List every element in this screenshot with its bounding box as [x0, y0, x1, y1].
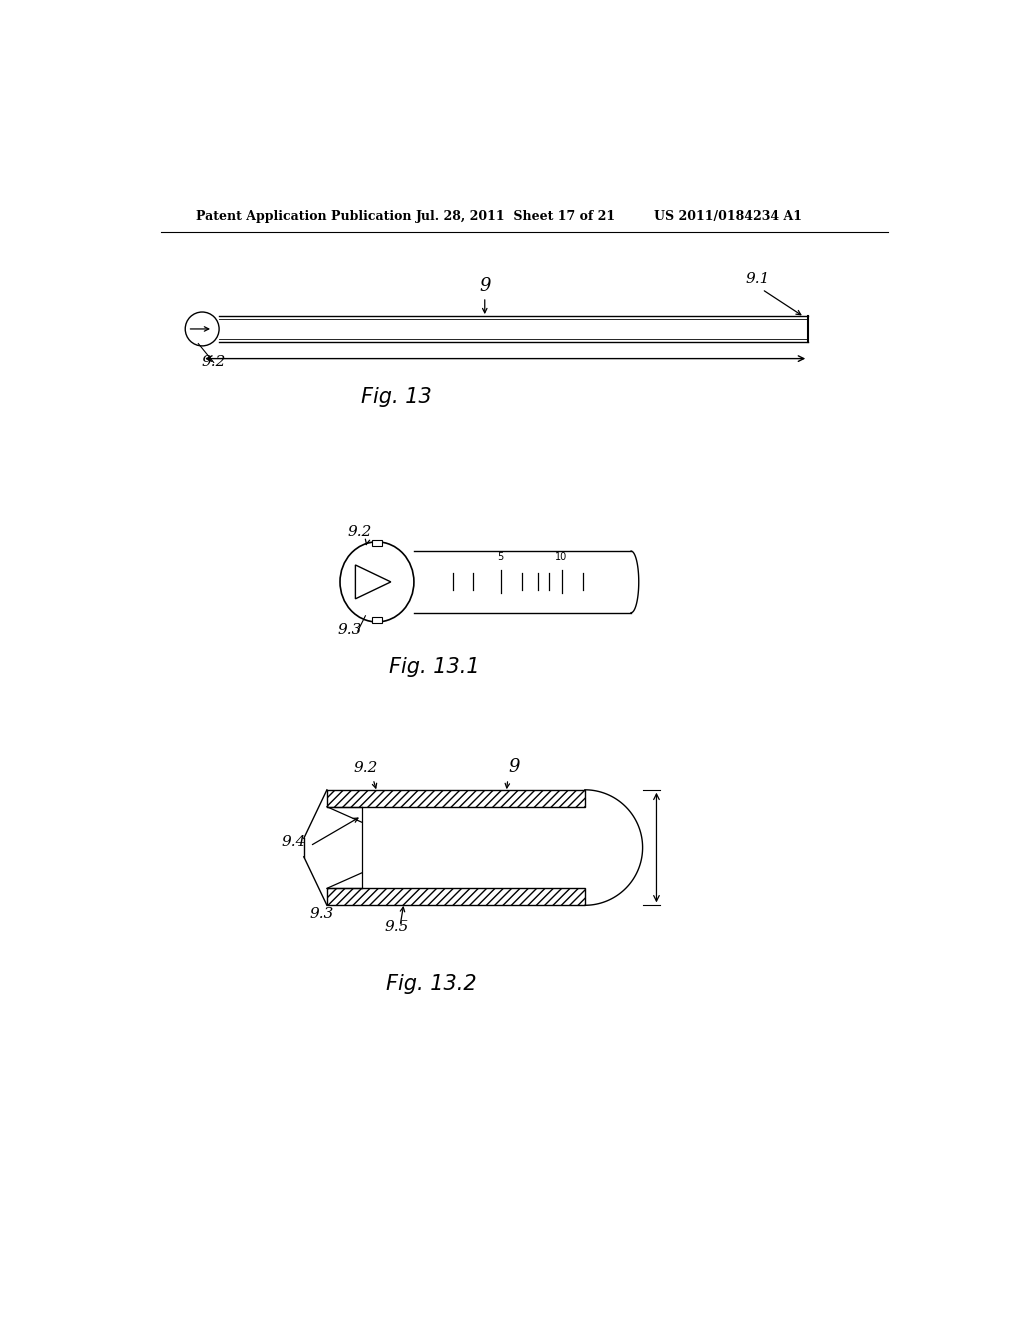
Text: 9.2: 9.2 — [348, 525, 372, 539]
Text: Fig. 13: Fig. 13 — [360, 387, 431, 408]
Text: US 2011/0184234 A1: US 2011/0184234 A1 — [654, 210, 802, 223]
Text: 9.5: 9.5 — [384, 920, 409, 933]
Text: 9: 9 — [508, 758, 520, 776]
Text: 9: 9 — [479, 277, 490, 294]
Text: Patent Application Publication: Patent Application Publication — [196, 210, 412, 223]
Text: Fig. 13.2: Fig. 13.2 — [386, 974, 476, 994]
Bar — [327, 888, 585, 906]
Text: 9.2: 9.2 — [202, 355, 226, 370]
Text: 9.1: 9.1 — [745, 272, 770, 286]
Text: 9.2: 9.2 — [353, 762, 378, 775]
Text: 9.4: 9.4 — [282, 836, 306, 849]
Bar — [327, 807, 585, 888]
Text: 10: 10 — [555, 552, 567, 561]
Text: 9.3: 9.3 — [309, 907, 334, 921]
Polygon shape — [585, 789, 643, 906]
Bar — [372, 540, 382, 546]
Text: Fig. 13.1: Fig. 13.1 — [389, 657, 480, 677]
Bar — [327, 789, 585, 807]
Text: 9.3: 9.3 — [338, 623, 362, 638]
Text: Jul. 28, 2011  Sheet 17 of 21: Jul. 28, 2011 Sheet 17 of 21 — [416, 210, 615, 223]
Text: 5: 5 — [498, 552, 504, 561]
Bar — [372, 618, 382, 623]
